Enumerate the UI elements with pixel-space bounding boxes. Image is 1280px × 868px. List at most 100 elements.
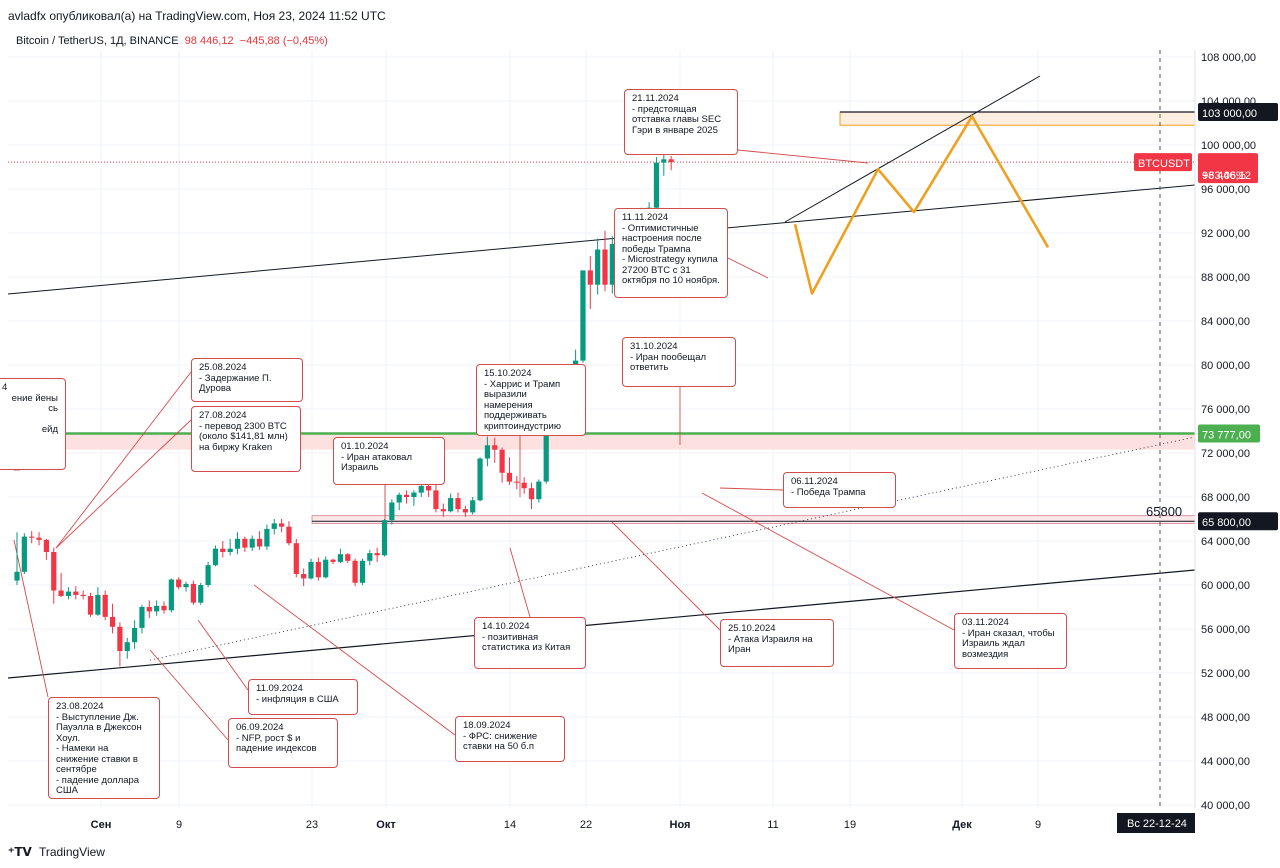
candle-body bbox=[161, 605, 167, 611]
annotation-text: - Харрис и Трамп выразили намерения подд… bbox=[484, 378, 561, 432]
badge-73777-bg bbox=[1198, 424, 1260, 443]
annotation-text: - Победа Трампа bbox=[791, 486, 866, 498]
crosshair-date-label: Вс 22-12-24 bbox=[1127, 818, 1187, 830]
annotation-date: 01.10.2024 bbox=[341, 441, 389, 452]
time-tick-label: Сен bbox=[91, 819, 112, 831]
annotation-date: 14.10.2024 bbox=[482, 621, 530, 632]
candle-body bbox=[242, 538, 248, 548]
annotation-text: - инфляция в США bbox=[256, 693, 339, 705]
price-tick-label: 68 000,00 bbox=[1201, 492, 1250, 504]
annotation-date: 15.10.2024 bbox=[484, 368, 532, 379]
candle-body bbox=[124, 642, 130, 651]
candle-body bbox=[227, 548, 233, 552]
annotation-box-31-10[interactable]: 31.10.2024- Иран пообещал ответить bbox=[622, 337, 736, 387]
annotation-box-25-08[interactable]: 25.08.2024- Задержание П. Дурова bbox=[191, 358, 303, 402]
candle-body bbox=[418, 486, 424, 493]
candle-body bbox=[470, 500, 476, 513]
annotation-text: - предстоящая отставка главы SEC Гэри в … bbox=[632, 103, 722, 136]
price-badges: 103 000,00 BTCUSDT 98 446,12+63,06% 73 777,… bbox=[1134, 103, 1278, 531]
price-tick-label: 80 000,00 bbox=[1201, 360, 1250, 372]
price-tick-label: 40 000,00 bbox=[1201, 800, 1250, 812]
annotation-text: - Выступление Дж. Пауэлла в Джексон Хоул… bbox=[56, 711, 142, 796]
candle-body bbox=[499, 449, 505, 473]
annotation-box-01-10[interactable]: 01.10.2024- Иран атаковал Израиль bbox=[333, 437, 445, 485]
candle-body bbox=[146, 607, 152, 612]
annotation-text: ение йены сь ейд bbox=[11, 392, 58, 435]
candle-body bbox=[58, 590, 64, 596]
annotation-text: - Иран атаковал Израиль bbox=[341, 451, 412, 473]
annotation-box-11-11[interactable]: 11.11.2024- Оптимистичные настроения пос… bbox=[614, 208, 728, 298]
price-tick-label: 64 000,00 bbox=[1201, 536, 1250, 548]
time-tick-label: Окт bbox=[376, 819, 396, 831]
annotation-box-18-09[interactable]: 18.09.2024- ФРС: снижение ставки на 50 б… bbox=[455, 716, 565, 762]
badge-current-price-bg bbox=[1198, 153, 1258, 184]
price-tick-label: 100 000,00 bbox=[1201, 140, 1256, 152]
annotation-box-23-08[interactable]: 23.08.2024- Выступление Дж. Пауэлла в Дж… bbox=[48, 697, 160, 799]
candle-body bbox=[271, 523, 277, 529]
candle-body bbox=[51, 552, 57, 591]
candle-body bbox=[286, 526, 292, 544]
annotation-box-06-09[interactable]: 06.09.2024- NFP, рост $ и падение индекс… bbox=[228, 718, 338, 768]
candle-body bbox=[609, 244, 615, 285]
candle-body bbox=[462, 509, 468, 513]
time-tick-label: 19 bbox=[844, 819, 856, 831]
candle-body bbox=[506, 472, 513, 482]
trend-line-lower bbox=[7, 569, 1196, 679]
candle-body bbox=[293, 543, 299, 574]
candle-body bbox=[595, 249, 601, 285]
annotation-box-25-10[interactable]: 25.10.2024- Атака Израиля на Иран bbox=[720, 619, 834, 667]
annotation-text: - Атака Израиля на Иран bbox=[728, 633, 813, 655]
annotation-date: 25.08.2024 bbox=[199, 362, 247, 373]
candle-body bbox=[337, 554, 343, 562]
price-tick-label: 44 000,00 bbox=[1201, 756, 1250, 768]
time-axis: Сен 9 23 Окт 14 22 Ноя 11 19 Дек 9 Вс 22-12-24 bbox=[91, 813, 1195, 833]
last-price: 98 446,12 bbox=[184, 35, 234, 47]
annotation-date: 06.11.2024 bbox=[791, 476, 838, 487]
price-tick-label: 88 000,00 bbox=[1201, 272, 1250, 284]
annotation-date: 18.09.2024 bbox=[463, 720, 511, 731]
candle-body bbox=[543, 421, 549, 482]
price-tick-label: 96 000,00 bbox=[1201, 184, 1250, 196]
annotation-box-06-11[interactable]: 06.11.2024- Победа Трампа bbox=[783, 472, 896, 508]
candle-body bbox=[536, 481, 542, 500]
annotation-text: - NFP, рост $ и падение индексов bbox=[236, 732, 317, 754]
candle-body bbox=[65, 591, 72, 596]
annotation-text: - ФРС: снижение ставки на 50 б.п bbox=[463, 730, 538, 752]
annotation-connector bbox=[55, 419, 192, 549]
candle-body bbox=[212, 548, 219, 566]
candle-body bbox=[176, 579, 182, 588]
candle-body bbox=[301, 574, 307, 579]
price-tick-label: 48 000,00 bbox=[1201, 712, 1250, 724]
candle-body bbox=[528, 488, 535, 500]
badge-103000: 103 000,00 bbox=[1202, 108, 1257, 120]
annotation-date: 27.08.2024 bbox=[199, 410, 247, 421]
annotation-box-15-10[interactable]: 15.10.2024- Харрис и Трамп выразили наме… bbox=[476, 364, 586, 436]
candle-body bbox=[411, 492, 417, 497]
symbol-legend[interactable]: Bitcoin / TetherUS, 1Д, BINANCE 98 446,1… bbox=[16, 35, 328, 47]
annotation-box-27-08[interactable]: 27.08.2024- перевод 2300 BTC (около $141… bbox=[191, 406, 301, 472]
candle-body bbox=[168, 579, 174, 611]
annotation-box-14-10[interactable]: 14.10.2024- позитивная статистика из Кит… bbox=[474, 617, 586, 669]
badge-65800-bg bbox=[1198, 512, 1278, 531]
badge-current-change: +63,06% bbox=[1202, 170, 1246, 182]
candle-body bbox=[87, 596, 94, 615]
candle-body bbox=[661, 159, 667, 163]
candle-body bbox=[29, 536, 35, 538]
candle-body bbox=[256, 538, 263, 547]
candle-body bbox=[264, 528, 270, 547]
time-tick-label: 14 bbox=[504, 819, 516, 831]
candle-body bbox=[279, 523, 285, 527]
annotation-box-21-11[interactable]: 21.11.2024- предстоящая отставка главы S… bbox=[624, 89, 738, 155]
candle-body bbox=[389, 502, 395, 521]
zone-103000 bbox=[839, 111, 1196, 126]
annotation-connectors bbox=[13, 149, 955, 741]
price-tick-label: 92 000,00 bbox=[1201, 228, 1250, 240]
candle-body bbox=[21, 536, 27, 572]
annotation-box-partial[interactable]: 4 ение йены сь ейд bbox=[0, 378, 66, 470]
candle-body bbox=[403, 494, 410, 497]
candle-body bbox=[36, 537, 42, 540]
annotation-date: 06.09.2024 bbox=[236, 722, 284, 733]
candle-body bbox=[198, 585, 204, 603]
annotation-box-03-11[interactable]: 03.11.2024- Иран сказал, чтобы Израиль ж… bbox=[954, 613, 1067, 669]
annotation-box-11-09[interactable]: 11.09.2024- инфляция в США bbox=[248, 679, 358, 715]
